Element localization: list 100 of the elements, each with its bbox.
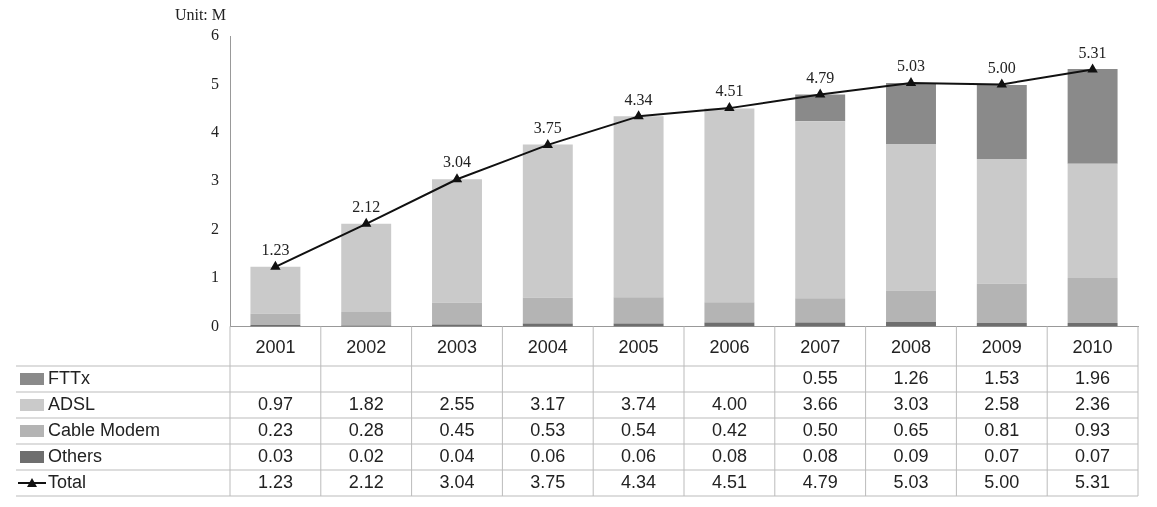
bar [341,223,392,312]
text: 2.12 [352,198,381,215]
text: 3.75 [533,119,562,137]
data-label: 0.65 [893,419,929,440]
bar [886,143,936,291]
bar [432,302,482,325]
point [543,139,553,148]
point [815,89,825,98]
data-label: 1.96 [1075,367,1111,388]
data-label: 0.53 [530,419,566,440]
data-label: 0.08 [802,445,838,466]
data-label: 1.82 [348,393,384,414]
data-label: 0.03 [257,445,293,466]
data-label: 4.51 [711,471,747,492]
data-label: 0.28 [348,419,384,440]
data-label: 0.06 [530,445,566,466]
data-label: 3.04 [439,471,475,492]
x-tick-label: 2008 [890,337,932,358]
x-tick-label: 2001 [255,337,296,358]
data-label: 0.97 [257,393,293,414]
data-label: 2.12 [348,471,384,492]
point [906,77,916,86]
data-label: 0.08 [711,445,747,466]
x-tick-label: 2006 [709,337,750,358]
x-tick-label: 2003 [436,337,478,358]
data-label: 5.00 [984,471,1020,492]
bar [1067,278,1118,324]
x-tick-label: 2005 [618,337,659,358]
data-label: 1.53 [984,367,1020,388]
data-label: 1.23 [257,471,293,492]
text: 5.31 [1078,43,1107,61]
data-label: 0.50 [802,419,838,440]
text: 3.04 [443,153,471,171]
bar [704,108,755,303]
x-tick-label: 2007 [800,337,841,358]
data-label: 2.58 [984,393,1020,414]
x-tick-label: 2010 [1072,337,1113,358]
data-label: 0.81 [984,419,1020,440]
bar [522,323,573,327]
bar [795,94,846,122]
data-label: 0.23 [257,419,293,440]
text: 4.79 [806,68,835,86]
point [997,79,1007,88]
data-label: 0.04 [439,445,475,466]
x-tick-label: 2009 [981,337,1022,358]
point [1088,64,1098,73]
bar [704,302,755,323]
data-label: 3.66 [802,393,838,414]
point [361,218,371,227]
data-label: 3.03 [893,393,929,414]
point [634,111,644,120]
data-label: 0.54 [621,419,657,440]
legend-label: Total [48,471,87,492]
data-label: 0.09 [893,445,929,466]
data-label: 0.07 [1075,445,1111,466]
y-tick-label: 0 [211,316,219,334]
data-label: 0.07 [984,445,1020,466]
bar [613,116,664,298]
y-axis-title: Unit: M [174,6,226,24]
text: 4.51 [715,82,744,100]
y-tick-label: 3 [211,171,219,189]
data-label: 0.02 [348,445,384,466]
data-label: 3.75 [530,471,566,492]
bar [795,121,846,299]
bar [613,297,664,324]
data-label: 0.55 [802,367,838,388]
data-label: 2.36 [1075,393,1111,414]
bar [886,290,936,323]
legend-label: ADSL [48,393,96,414]
bar [886,82,936,144]
bar [432,179,482,303]
text: 4.34 [624,90,653,108]
data-label: 4.79 [802,471,838,492]
data-label: 0.42 [711,419,747,440]
bar [250,313,301,325]
data-label: 4.34 [621,471,657,492]
bar [250,266,301,314]
bar [976,283,1027,324]
bar [341,311,392,326]
bar [522,297,573,324]
point [270,261,280,270]
y-tick-label: 4 [211,123,219,140]
y-tick-label: 5 [211,74,219,92]
y-tick-label: 2 [211,219,219,237]
point [452,174,462,183]
legend-label: Cable Modem [48,419,161,440]
y-tick-label: 6 [211,26,219,44]
text: 5.00 [987,58,1016,76]
data-label: 5.03 [893,471,929,492]
data-label: 3.17 [530,393,566,414]
data-label: 2.55 [439,393,475,414]
text: 1.23 [261,241,290,259]
y-tick-label: 1 [211,268,219,286]
bar [976,84,1027,159]
legend-label: Others [48,445,103,466]
bar [795,298,846,323]
data-label: 0.06 [621,445,657,466]
bar [1067,68,1118,164]
bar [522,144,573,298]
legend-label: FTTx [48,367,90,388]
